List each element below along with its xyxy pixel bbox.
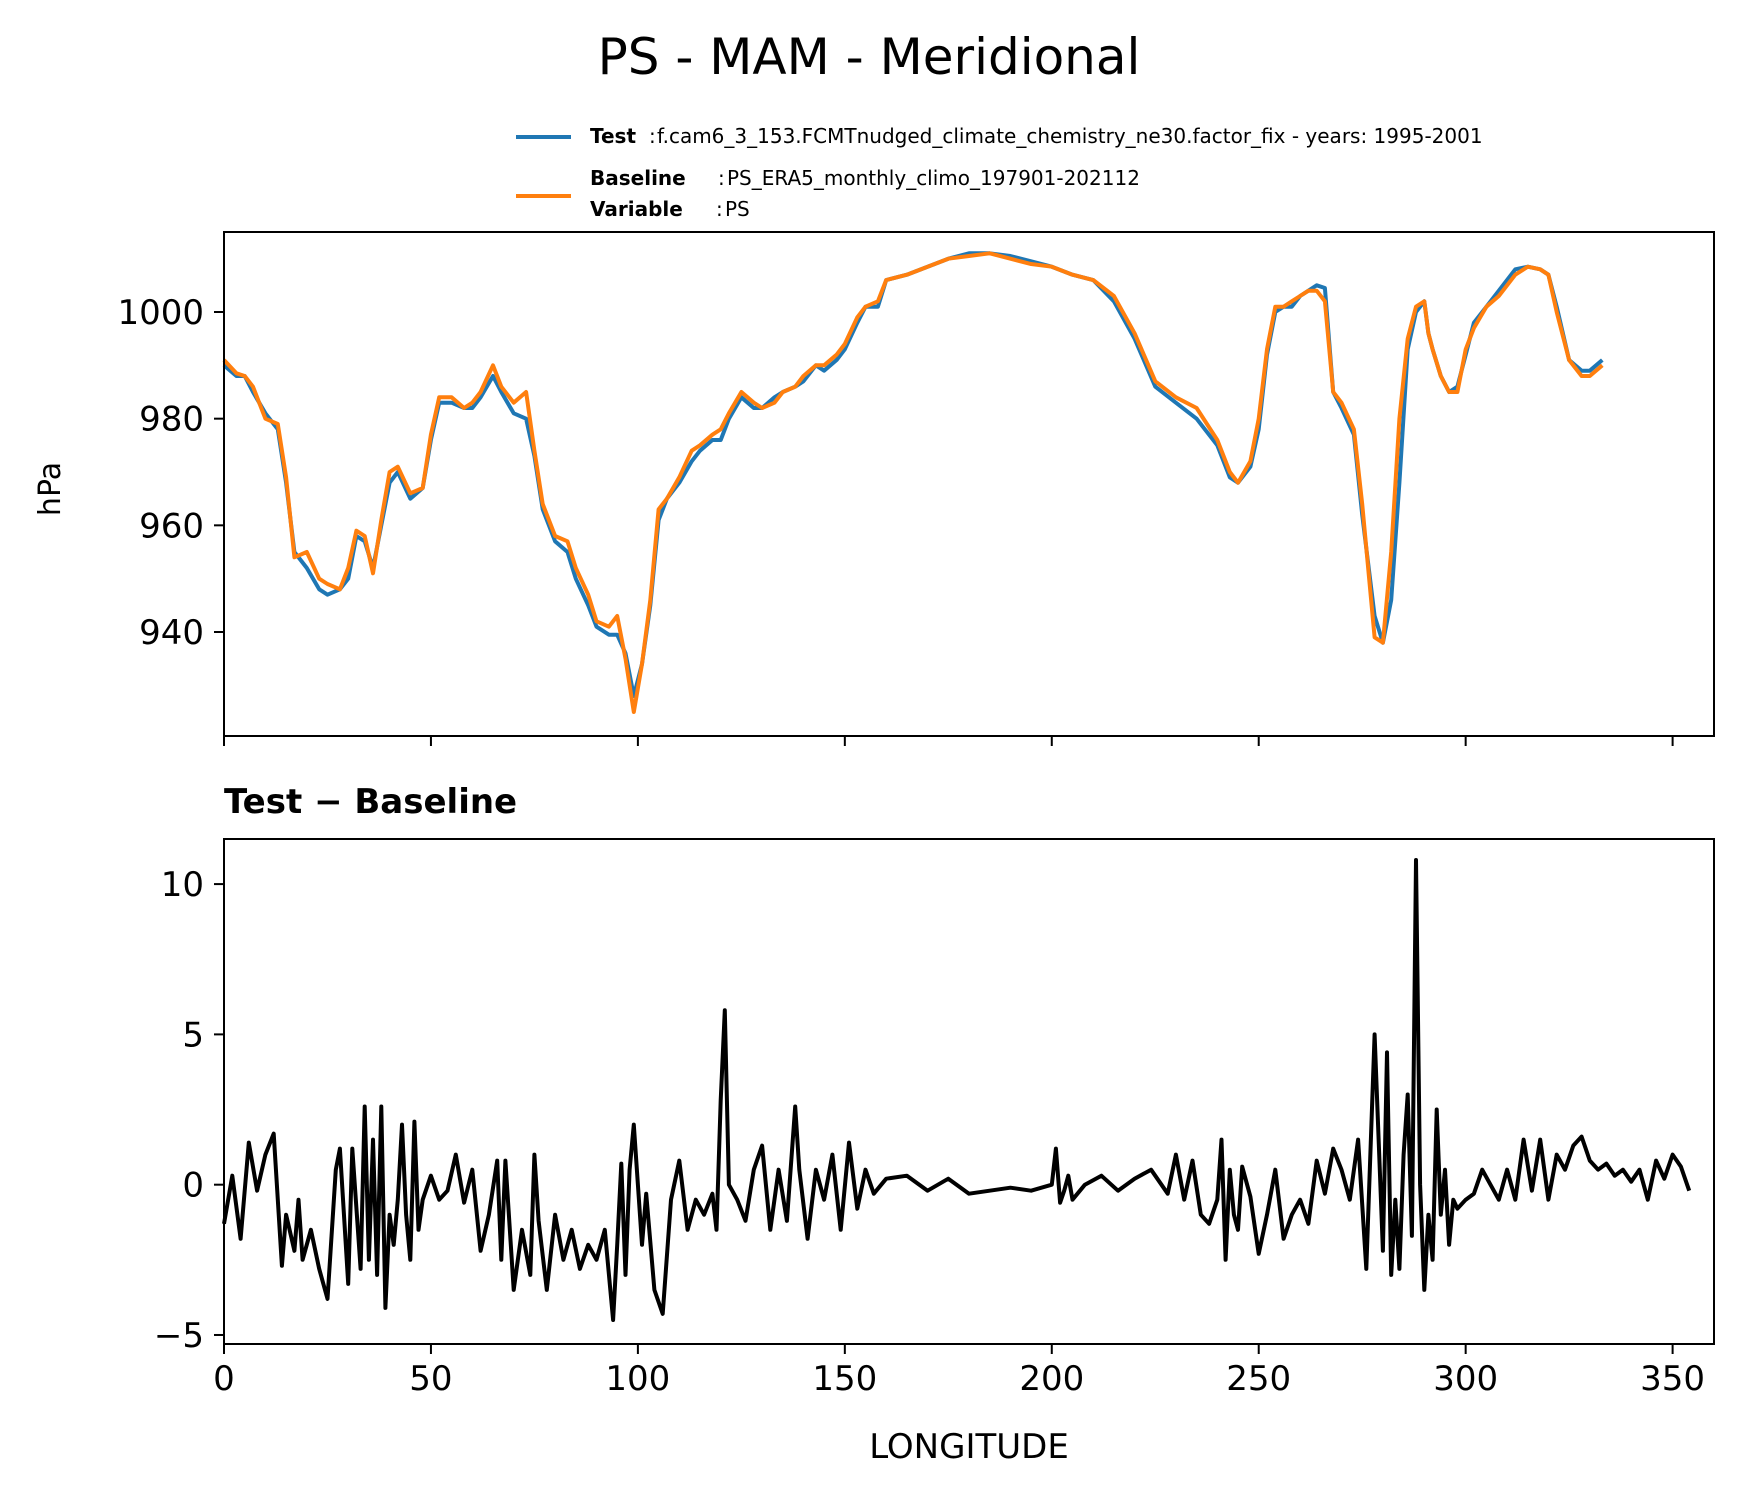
figure-title: PS - MAM - Meridional	[598, 28, 1141, 86]
bottom-xtick-label: 200	[1019, 1359, 1084, 1399]
bottom-xtick-label: 150	[812, 1359, 877, 1399]
top-panel-ylabel: hPa	[33, 462, 68, 516]
bottom-xtick-label: 350	[1640, 1359, 1705, 1399]
top-series-line-baseline	[222, 251, 1604, 714]
bottom-panel-frame	[223, 838, 1715, 1345]
legend: Test : f.cam6_3_153.FCMTnudged_climate_c…	[516, 124, 1483, 221]
top-ytick-label: 1000	[117, 293, 204, 333]
bottom-series-line-test-baseline	[222, 858, 1692, 1322]
bottom-ytick-label: −5	[154, 1316, 204, 1356]
top-panel-lines	[222, 251, 1604, 714]
top-panel-yticks: 940 960 980 1000	[117, 293, 224, 653]
bottom-panel-title: Test − Baseline	[224, 782, 517, 822]
top-ytick-label: 980	[139, 400, 204, 440]
top-panel: 940 960 980 1000 hPa	[33, 231, 1715, 746]
top-ytick-label: 960	[139, 506, 204, 546]
bottom-xtick-label: 50	[409, 1359, 452, 1399]
legend-baseline-value: PS_ERA5_monthly_climo_197901-202112	[727, 166, 1140, 190]
legend-variable-key: Variable	[590, 197, 683, 221]
bottom-panel: Test − Baseline 0 50 100 150 200 250 300 350 −5…	[154, 782, 1715, 1467]
top-panel-frame	[223, 231, 1715, 737]
top-ytick-label: 940	[139, 613, 204, 653]
bottom-panel-lines	[222, 858, 1692, 1322]
legend-test-key: Test	[590, 124, 636, 148]
bottom-panel-xticks: 0 50 100 150 200 250 300 350	[213, 1344, 1705, 1399]
legend-test-value: f.cam6_3_153.FCMTnudged_climate_chemistr…	[657, 124, 1483, 148]
bottom-xtick-label: 0	[213, 1359, 235, 1399]
bottom-xtick-label: 250	[1226, 1359, 1291, 1399]
legend-test-sep: :	[649, 124, 656, 148]
bottom-ytick-label: 0	[182, 1166, 204, 1206]
bottom-xtick-label: 100	[605, 1359, 670, 1399]
x-axis-label: LONGITUDE	[869, 1427, 1069, 1467]
bottom-ytick-label: 10	[161, 865, 204, 905]
bottom-xtick-label: 300	[1433, 1359, 1498, 1399]
legend-variable-value: PS	[725, 197, 750, 221]
legend-baseline-key: Baseline	[590, 166, 686, 190]
legend-baseline-sep: :	[718, 166, 725, 190]
bottom-panel-yticks: −5 0 5 10	[154, 865, 224, 1356]
top-panel-xticks	[223, 736, 1674, 746]
bottom-ytick-label: 5	[182, 1015, 204, 1055]
legend-variable-sep: :	[716, 197, 723, 221]
